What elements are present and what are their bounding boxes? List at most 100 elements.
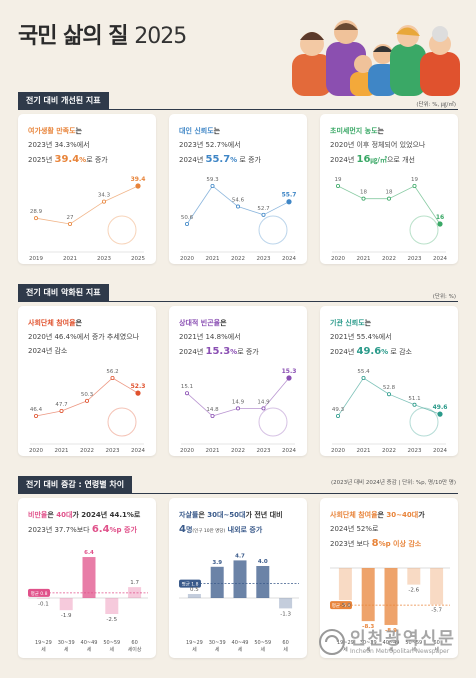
chart-svg: 평균 0.8-0.119~29세-1.930~39세6.440~49세-2.55… [28, 550, 148, 653]
data-point [361, 196, 366, 201]
data-label: -8.3 [362, 624, 374, 630]
bar [233, 560, 247, 598]
data-label: -1.3 [280, 611, 291, 617]
x-tick-label: 세 [192, 646, 197, 653]
bar [105, 598, 119, 614]
card-title-keyword: 대인 신뢰도 [179, 127, 214, 135]
data-point [33, 216, 38, 221]
data-label: 14.9 [232, 399, 245, 405]
data-label: 15.3 [282, 368, 297, 375]
card-title: 상대적 빈곤율은 [179, 319, 227, 327]
card-line-1: 2023년 52.7%에서 [179, 141, 241, 149]
card-title-keyword: 사회단체 참여율 [330, 511, 378, 519]
bar [210, 566, 224, 598]
data-label: -5.0 [340, 603, 351, 609]
x-tick-label: 19~29 [337, 640, 354, 646]
data-label: 39.4 [131, 176, 146, 183]
series-line [35, 185, 139, 225]
bar [407, 568, 421, 585]
x-tick-label: 세 [41, 646, 46, 653]
bar [361, 568, 375, 622]
data-point [236, 204, 241, 209]
data-label: 18 [360, 190, 367, 196]
chart-svg: 15.1 2020 14.8 2021 14.9 2022 14.9 2023 15.3 2024 [180, 368, 297, 454]
x-tick-label: 2023 [97, 256, 111, 262]
card-title: 여가생활 만족도는 [28, 127, 82, 135]
x-tick-label: 2021 [357, 448, 371, 454]
data-label: 27 [67, 215, 74, 221]
card-big-value: 15.3 [205, 346, 231, 357]
data-point [335, 414, 340, 419]
bar [256, 566, 270, 598]
card-title-keyword: 자살률 [179, 511, 199, 519]
bar [128, 587, 142, 598]
data-label: 1.7 [130, 580, 139, 586]
section-heading-worsened: 전기 대비 악화된 지표 [18, 284, 109, 301]
data-label: 19 [411, 177, 418, 183]
x-tick-label: 30~39 [58, 640, 75, 646]
card-line-2: 2024년 감소 [28, 347, 68, 355]
average-label: 평균 -5.8 [332, 602, 351, 609]
x-tick-label: 50~59 [405, 640, 422, 646]
x-tick-label: 40~49 [232, 640, 249, 646]
card-title: 대인 신뢰도는 [179, 127, 221, 135]
chart-svg: 49.3 2020 55.4 2021 52.8 2022 51.1 2023 49.6 2024 [331, 369, 447, 454]
section-heading-age: 전기 대비 증감 : 연령별 차이 [18, 476, 133, 493]
data-point [184, 391, 189, 396]
x-tick-label: 19~29 [35, 640, 52, 646]
card-title: 초미세먼지 농도는 [330, 127, 384, 135]
data-label: 55.4 [357, 369, 370, 375]
x-tick-label: 60 [433, 640, 439, 646]
data-label: 6.4 [84, 550, 94, 556]
indicator-card: 초미세먼지 농도는 2020년 이후 정체되어 있었으나 2024년 16㎍/㎥으로… [320, 114, 458, 264]
data-label: 52.3 [131, 383, 146, 390]
x-tick-label: 세 [283, 646, 288, 653]
x-tick-label: 2020 [29, 448, 43, 454]
average-label: 평균 1.8 [182, 581, 199, 588]
data-label: 16 [436, 214, 444, 221]
bar [59, 598, 73, 611]
x-tick-label: 2024 [282, 256, 296, 262]
data-label: -5.7 [431, 607, 442, 613]
indicator-card: 여가생활 만족도는 2023년 34.3%에서 2025년 39.4%로 증가 28.… [18, 114, 156, 264]
x-tick-label: 세 [64, 646, 69, 653]
data-label: 14.9 [257, 399, 270, 405]
card-big-value: 4 [179, 524, 186, 535]
bar [384, 568, 398, 625]
card-line-2: 2025년 39.4%로 증가 [28, 154, 108, 165]
card-title: 기관 신뢰도는 [330, 319, 372, 327]
data-point [387, 196, 392, 201]
data-label: 51.1 [408, 396, 420, 402]
average-badge [330, 601, 352, 610]
card-line-1: 2021년 14.8%에서 [179, 333, 241, 341]
chart-svg: 46.4 2020 47.7 2021 50.3 2022 56.2 2023 52.3 2024 [29, 369, 146, 454]
data-point [85, 398, 90, 403]
average-label: 평균 0.8 [31, 590, 48, 597]
data-point [286, 199, 292, 205]
data-label: -2.6 [408, 588, 419, 594]
card-title-keyword: 기관 신뢰도 [330, 319, 365, 327]
indicator-card: 사회단체 참여율은 30~40대가 2024년 52%로 2023년 보다 8%p … [320, 498, 458, 658]
data-point [286, 375, 292, 381]
x-tick-label: 40~49 [81, 640, 98, 646]
data-label: 4.0 [258, 559, 268, 565]
card-line-1: 2023년 37.7%보다 6.4%p 증가 [28, 524, 137, 535]
data-label: 52.8 [383, 385, 396, 391]
data-point [437, 411, 443, 417]
indicator-card: 비만율은 40대가 2024년 44.1%로 2023년 37.7%보다 6.4%… [18, 498, 156, 658]
x-tick-label: 세 [260, 646, 265, 653]
x-tick-label: 2023 [257, 448, 271, 454]
x-tick-label: 2024 [282, 448, 296, 454]
card-line-1: 2023년 34.3%에서 [28, 141, 90, 149]
x-tick-label: 30~39 [209, 640, 226, 646]
x-tick-label: 2020 [331, 256, 345, 262]
data-label: 49.3 [332, 407, 345, 413]
section-heading-improved: 전기 대비 개선된 지표 [18, 92, 109, 109]
indicator-card: 대인 신뢰도는 2023년 52.7%에서 2024년 55.7% 로 증가 50.6… [169, 114, 307, 264]
card-line-2: 2024년 55.7% 로 증가 [179, 154, 261, 165]
card-title: 사회단체 참여율은 [28, 319, 82, 327]
x-tick-label: 40~49 [383, 640, 400, 646]
x-tick-label: 2022 [382, 256, 396, 262]
x-tick-label: 2021 [55, 448, 69, 454]
x-tick-label: 2021 [206, 256, 220, 262]
